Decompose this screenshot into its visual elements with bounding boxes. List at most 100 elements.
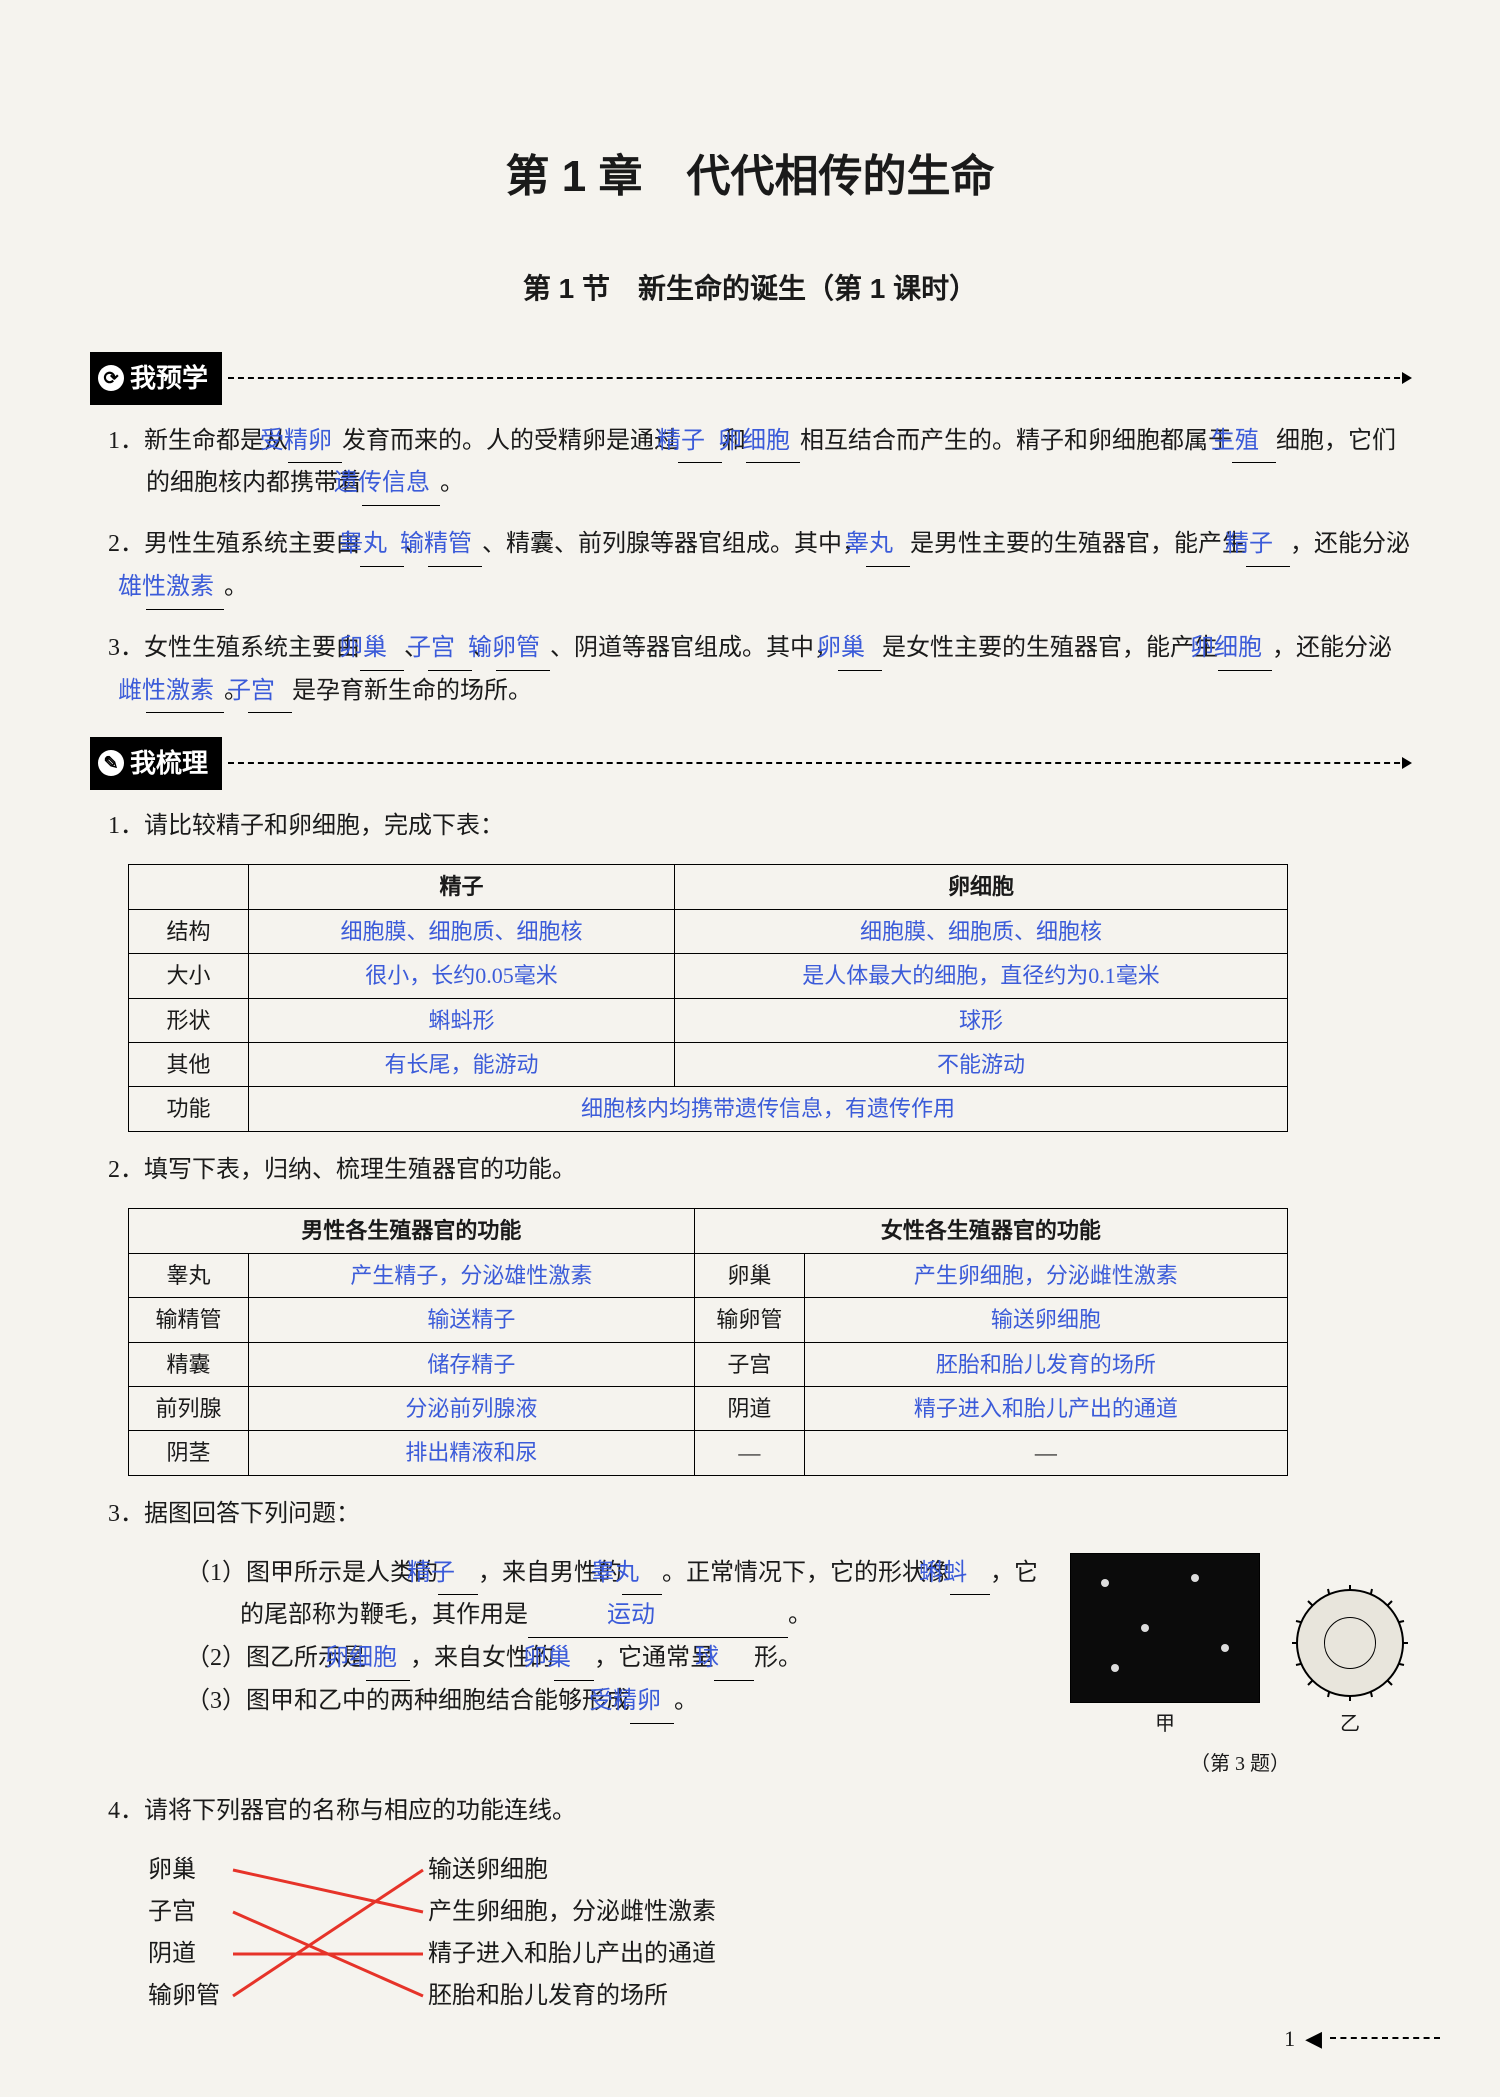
q-text: 相互结合而产生的。精子和卵细胞都属于 xyxy=(800,428,1232,454)
q-text: 据图回答下列问题： xyxy=(144,1501,360,1527)
match-right-col: 输送卵细胞产生卵细胞，分泌雌性激素精子进入和胎儿产出的通道胚胎和胎儿发育的场所 xyxy=(428,1849,716,2017)
q-text: 请比较精子和卵细胞，完成下表： xyxy=(144,813,504,839)
figure-a-wrap: 甲 xyxy=(1070,1553,1260,1741)
match-left-item: 阴道 xyxy=(148,1933,220,1975)
match-left-item: 子宫 xyxy=(148,1891,220,1933)
q-text: 是孕育新生命的场所。 xyxy=(292,678,532,704)
blank: 精子 xyxy=(678,421,722,464)
q-text: 请将下列器官的名称与相应的功能连线。 xyxy=(144,1798,576,1824)
cell: 球形 xyxy=(674,998,1287,1042)
q-num: 1． xyxy=(108,813,144,839)
q-num: 2． xyxy=(108,1157,144,1183)
figure-caption-main: （第 3 题） xyxy=(1190,1747,1290,1781)
blank: 卵巢 xyxy=(554,1638,594,1681)
figure-a xyxy=(1070,1553,1260,1703)
figure-b-caption: 乙 xyxy=(1290,1707,1410,1741)
cell: 精囊 xyxy=(129,1342,249,1386)
q-text: 、精囊、前列腺等器官组成。其中， xyxy=(482,531,866,557)
tab-preview: ⟳我预学 xyxy=(90,352,1410,404)
page-number-value: 1 xyxy=(1284,2020,1295,2057)
q-text: 女性生殖系统主要由 xyxy=(144,635,360,661)
cell: 子宫 xyxy=(694,1342,804,1386)
tab-dash-line xyxy=(228,762,1410,764)
tab-sort: ✎我梳理 xyxy=(90,737,1410,789)
blank: 受精卵 xyxy=(630,1681,674,1724)
cell: 蝌蚪形 xyxy=(249,998,675,1042)
dash-line xyxy=(1330,2037,1440,2039)
th: 女性各生殖器官的功能 xyxy=(694,1209,1287,1253)
cell: 卵巢 xyxy=(694,1253,804,1297)
blank: 雄性激素 xyxy=(146,567,224,610)
q-text: 。 xyxy=(440,470,464,496)
preview-q1: 1．新生命都是从受精卵发育而来的。人的受精卵是通过精子和卵细胞相互结合而产生的。… xyxy=(108,421,1410,507)
cell: 是人体最大的细胞，直径约为0.1毫米 xyxy=(674,954,1287,998)
tab-preview-text: 我预学 xyxy=(130,356,208,400)
q-text: 图甲和乙中的两种细胞结合能够形成 xyxy=(246,1688,630,1714)
arrow-icon: ◀ xyxy=(1305,2020,1320,2057)
q-text: ，还能分泌 xyxy=(1272,635,1392,661)
q-text: ，还能分泌 xyxy=(1290,531,1410,557)
cell: — xyxy=(804,1431,1287,1475)
blank: 睾丸 xyxy=(360,524,404,567)
tab-sort-text: 我梳理 xyxy=(130,741,208,785)
figure-questions: （1）图甲所示是人类的精子，来自男性的睾丸。正常情况下，它的形状像蝌蚪，它的尾部… xyxy=(128,1553,1040,1724)
cell: 储存精子 xyxy=(249,1342,695,1386)
blank: 子宫 xyxy=(428,628,472,671)
cell: 不能游动 xyxy=(674,1042,1287,1086)
q-num: 1． xyxy=(108,428,144,454)
table-organs: 男性各生殖器官的功能 女性各生殖器官的功能 睾丸产生精子，分泌雄性激素卵巢产生卵… xyxy=(128,1208,1288,1475)
q-text: 、阴道等器官组成。其中， xyxy=(550,635,838,661)
tab-dash-line xyxy=(228,377,1410,379)
match-right-item: 产生卵细胞，分泌雌性激素 xyxy=(428,1891,716,1933)
blank: 卵巢 xyxy=(360,628,404,671)
blank: 卵细胞 xyxy=(366,1638,410,1681)
hand-icon: ✎ xyxy=(98,750,124,776)
chapter-title: 第 1 章 代代相传的生命 xyxy=(90,140,1410,215)
q-text: 填写下表，归纳、梳理生殖器官的功能。 xyxy=(144,1157,576,1183)
blank: 雌性激素 xyxy=(146,671,224,714)
page-number: 1 ◀ xyxy=(1284,2020,1440,2057)
q-text: 。 xyxy=(224,574,248,600)
preview-q3: 3．女性生殖系统主要由卵巢、子宫、输卵管、阴道等器官组成。其中，卵巢是女性主要的… xyxy=(108,628,1410,714)
cell: 前列腺 xyxy=(129,1387,249,1431)
match-left-item: 输卵管 xyxy=(148,1975,220,2017)
q-text: 。 xyxy=(788,1602,812,1628)
match-right-item: 精子进入和胎儿产出的通道 xyxy=(428,1933,716,1975)
cell: 输精管 xyxy=(129,1298,249,1342)
match-left-col: 卵巢子宫阴道输卵管 xyxy=(148,1849,220,2017)
cell: 排出精液和尿 xyxy=(249,1431,695,1475)
blank: 子宫 xyxy=(248,671,292,714)
sort-q1: 1．请比较精子和卵细胞，完成下表： xyxy=(108,806,1410,847)
sort-q3-1: （1）图甲所示是人类的精子，来自男性的睾丸。正常情况下，它的形状像蝌蚪，它的尾部… xyxy=(186,1553,1040,1639)
blank: 睾丸 xyxy=(622,1553,662,1596)
row-label: 功能 xyxy=(129,1087,249,1131)
q-num: （1） xyxy=(186,1560,246,1586)
cell: 细胞核内均携带遗传信息，有遗传作用 xyxy=(249,1087,1288,1131)
figure-area: （1）图甲所示是人类的精子，来自男性的睾丸。正常情况下，它的形状像蝌蚪，它的尾部… xyxy=(128,1553,1410,1781)
th: 卵细胞 xyxy=(674,865,1287,909)
cell: 胚胎和胎儿发育的场所 xyxy=(804,1342,1287,1386)
row-label: 结构 xyxy=(129,909,249,953)
q-text: 发育而来的。人的受精卵是通过 xyxy=(342,428,678,454)
q-num: 3． xyxy=(108,1501,144,1527)
q-num: （3） xyxy=(186,1688,246,1714)
match-left-item: 卵巢 xyxy=(148,1849,220,1891)
cell: 输卵管 xyxy=(694,1298,804,1342)
blank: 蝌蚪 xyxy=(950,1553,990,1596)
cell: 细胞膜、细胞质、细胞核 xyxy=(674,909,1287,953)
q-text: 形。 xyxy=(754,1645,802,1671)
blank: 精子 xyxy=(438,1553,478,1596)
tab-sort-label: ✎我梳理 xyxy=(90,737,222,789)
cell: 阴茎 xyxy=(129,1431,249,1475)
figure-images: 甲 xyxy=(1070,1553,1410,1781)
q-text: 。 xyxy=(674,1688,698,1714)
th xyxy=(129,865,249,909)
sort-q3: 3．据图回答下列问题： xyxy=(108,1494,1410,1535)
cell: 分泌前列腺液 xyxy=(249,1387,695,1431)
blank: 生殖 xyxy=(1232,421,1276,464)
blank: 球 xyxy=(714,1638,754,1681)
q-text: 是女性主要的生殖器官，能产生 xyxy=(882,635,1218,661)
blank: 输卵管 xyxy=(496,628,550,671)
th: 精子 xyxy=(249,865,675,909)
cell: 阴道 xyxy=(694,1387,804,1431)
